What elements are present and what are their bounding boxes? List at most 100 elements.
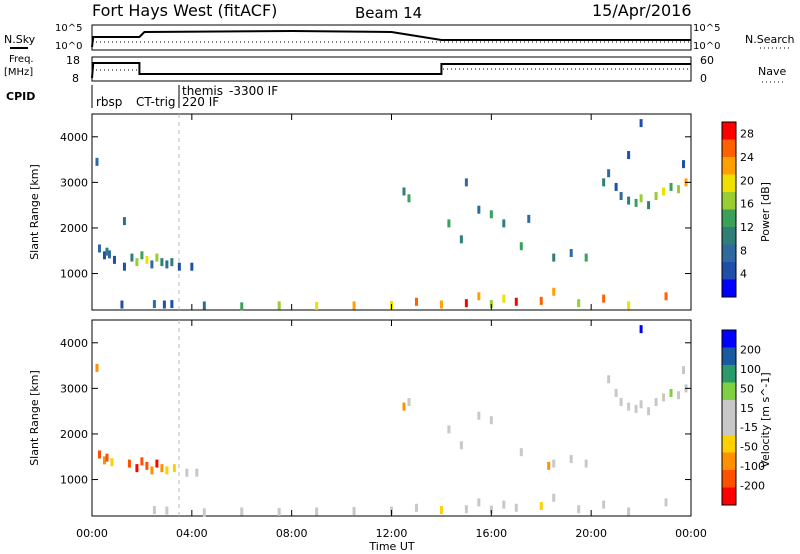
station-title: Fort Hays West (fitACF) — [92, 1, 277, 20]
power-colorbar-tick-1: 8 — [740, 244, 747, 257]
nave-tick-bottom: 0 — [700, 72, 707, 85]
velocity-colorbar-cell-7 — [722, 365, 736, 383]
nsky-tick-top: 10^5 — [693, 23, 720, 34]
power-point-67 — [607, 169, 611, 178]
power-point-5 — [112, 255, 116, 264]
velocity-point-5 — [127, 459, 131, 468]
velocity-point-12 — [165, 466, 169, 475]
date-label: 15/Apr/2016 — [592, 1, 692, 20]
power-ytick-label-3: 4000 — [60, 131, 88, 144]
power-colorbar-tick-4: 20 — [740, 174, 754, 187]
power-point-18 — [122, 217, 126, 226]
velocity-colorbar-cell-1 — [722, 470, 736, 488]
nsky-left-tick-top: 10^5 — [55, 23, 82, 34]
power-point-66 — [602, 178, 606, 187]
power-point-48 — [502, 219, 506, 228]
power-point-40 — [627, 301, 631, 310]
velocity-point-16 — [152, 506, 156, 515]
velocity-point-61 — [682, 366, 686, 375]
power-point-26 — [315, 301, 319, 310]
velocity-point-39 — [447, 425, 451, 434]
power-point-10 — [145, 255, 149, 264]
velocity-point-31 — [539, 501, 543, 510]
velocity-point-54 — [654, 398, 658, 407]
power-point-27 — [352, 301, 356, 310]
freq-tick-top: 18 — [66, 54, 80, 67]
velocity-colorbar-cell-5 — [722, 400, 736, 418]
power-point-63 — [669, 182, 673, 191]
velocity-ytick-label-2: 3000 — [60, 382, 88, 395]
power-point-61 — [654, 192, 658, 201]
nsearch-label: N.Search — [745, 33, 795, 46]
velocity-point-33 — [577, 505, 581, 514]
cpid-3300-if: -3300 IF — [229, 84, 278, 98]
power-point-25 — [277, 301, 281, 310]
power-point-38 — [577, 299, 581, 308]
velocity-ytick-label-3: 4000 — [60, 337, 88, 350]
nsky-tick-bottom: 10^0 — [693, 41, 720, 52]
velocity-ytick-label-1: 2000 — [60, 428, 88, 441]
velocity-point-9 — [150, 466, 154, 475]
power-colorbar-tick-0: 4 — [740, 268, 747, 281]
velocity-point-32 — [552, 493, 556, 502]
power-points — [95, 119, 688, 311]
velocity-point-35 — [627, 507, 631, 516]
velocity-point-56 — [669, 388, 673, 397]
velocity-colorbar-cell-8 — [722, 347, 736, 365]
velocity-colorbar-tick-0: 200 — [740, 343, 761, 356]
power-point-44 — [447, 219, 451, 228]
power-point-1 — [97, 244, 101, 253]
velocity-point-1 — [97, 450, 101, 459]
power-point-49 — [519, 242, 523, 251]
power-colorbar-cell-2 — [722, 244, 736, 262]
velocity-colorbar-cell-2 — [722, 452, 736, 470]
power-point-3 — [105, 247, 109, 256]
velocity-point-55 — [662, 393, 666, 402]
cpid-themis: themis — [182, 84, 223, 98]
velocity-point-18 — [202, 508, 206, 517]
power-colorbar-tick-2: 12 — [740, 221, 754, 234]
velocity-point-14 — [185, 468, 189, 477]
power-colorbar-tick-3: 16 — [740, 198, 754, 211]
velocity-colorbar-cell-0 — [722, 487, 736, 505]
velocity-point-41 — [477, 411, 481, 420]
cpid-220-if: 220 IF — [182, 95, 219, 109]
velocity-point-22 — [352, 506, 356, 515]
x-tick-label-1: 04:00 — [176, 527, 208, 540]
velocity-colorbar-cell-4 — [722, 417, 736, 435]
power-point-4 — [107, 250, 111, 259]
power-point-62 — [662, 187, 666, 196]
power-point-64 — [677, 185, 681, 194]
power-point-45 — [459, 235, 463, 244]
power-ylabel: Slant Range [km] — [28, 164, 41, 260]
x-tick-label-6: 00:00 — [675, 527, 707, 540]
velocity-point-43 — [519, 448, 523, 457]
power-point-36 — [539, 296, 543, 305]
velocity-colorbar-cell-9 — [722, 330, 736, 348]
cpid-rbsp: rbsp — [96, 95, 122, 109]
velocity-point-0 — [95, 363, 99, 372]
power-point-7 — [130, 253, 134, 262]
velocity-colorbar-tick-6: -100 — [740, 460, 765, 473]
power-axes: 1000 2000 3000 4000 — [60, 114, 692, 310]
power-point-58 — [634, 198, 638, 207]
power-point-15 — [170, 258, 174, 267]
velocity-point-4 — [110, 458, 114, 467]
velocity-colorbar-tick-3: 15 — [740, 402, 754, 415]
velocity-point-46 — [569, 455, 573, 464]
velocity-point-8 — [145, 461, 149, 470]
velocity-point-27 — [477, 498, 481, 507]
power-point-39 — [602, 294, 606, 303]
power-point-12 — [155, 253, 159, 262]
x-axis-ticks: 00:00 04:00 08:00 12:00 16:00 20:00 00:00 — [76, 527, 707, 540]
power-point-13 — [160, 258, 164, 267]
power-panel: 1000 2000 3000 4000 Slant Range [km] — [28, 113, 692, 311]
power-point-20 — [152, 300, 156, 309]
nsky-line — [91, 29, 691, 48]
power-point-32 — [477, 292, 481, 301]
power-colorbar-frame — [721, 121, 737, 298]
velocity-axes: 1000 2000 3000 4000 — [60, 320, 692, 516]
power-colorbar-cell-1 — [722, 262, 736, 280]
power-point-52 — [569, 249, 573, 258]
velocity-point-47 — [584, 459, 588, 468]
